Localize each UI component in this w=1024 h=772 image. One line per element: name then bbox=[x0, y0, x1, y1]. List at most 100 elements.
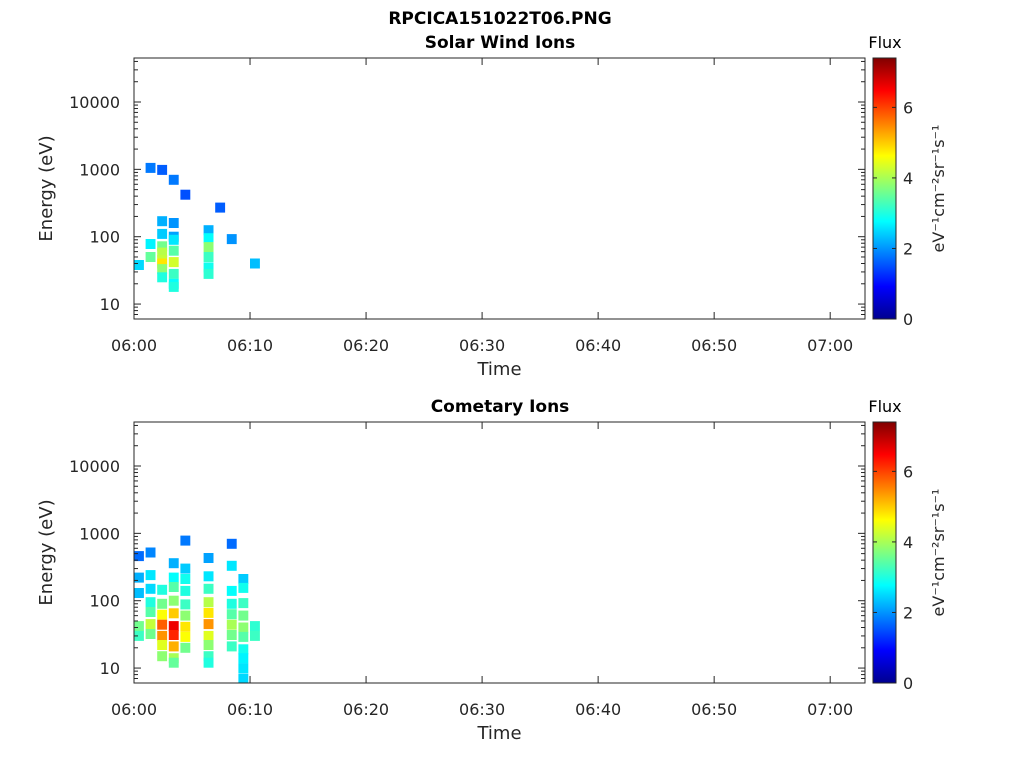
heatmap-cell bbox=[203, 268, 214, 279]
y-axis-label: Energy (eV) bbox=[36, 135, 57, 241]
y-tick-label: 10000 bbox=[69, 93, 120, 112]
heatmap-cell bbox=[168, 608, 179, 619]
heatmap-cell bbox=[157, 164, 168, 175]
x-axis-label: Time bbox=[476, 359, 521, 380]
heatmap-cell bbox=[226, 630, 237, 640]
plot-area bbox=[133, 421, 866, 684]
x-tick-label: 06:00 bbox=[111, 700, 157, 719]
panel-title: Cometary Ions bbox=[431, 397, 570, 417]
heatmap-cell bbox=[145, 239, 156, 249]
heatmap-cell bbox=[180, 621, 191, 632]
heatmap-cell bbox=[238, 673, 249, 684]
heatmap-cell bbox=[203, 607, 214, 618]
heatmap-cell bbox=[180, 535, 191, 546]
heatmap-cell bbox=[134, 551, 144, 562]
heatmap-cell bbox=[157, 228, 168, 239]
x-tick-label: 07:00 bbox=[807, 336, 853, 355]
heatmap-cell bbox=[168, 657, 179, 668]
heatmap-cell bbox=[157, 247, 168, 258]
heatmap-cell bbox=[238, 610, 249, 621]
heatmap-cell bbox=[203, 657, 214, 668]
heatmap-cell bbox=[203, 651, 214, 662]
heatmap-cell bbox=[168, 630, 179, 640]
heatmap-cell bbox=[168, 218, 179, 228]
heatmap-cell bbox=[203, 252, 214, 262]
y-tick-label: 1000 bbox=[79, 524, 120, 543]
x-tick-label: 06:20 bbox=[343, 336, 389, 355]
heatmap-cell bbox=[180, 189, 191, 200]
heatmap-cell bbox=[168, 595, 179, 606]
heatmap-cell bbox=[226, 585, 237, 596]
heatmap-cell bbox=[145, 252, 156, 262]
heatmap-cell bbox=[226, 609, 237, 620]
heatmap-cell bbox=[215, 202, 226, 213]
x-tick-label: 06:30 bbox=[459, 336, 505, 355]
x-tick-label: 06:00 bbox=[111, 336, 157, 355]
y-tick-label: 10 bbox=[100, 659, 120, 678]
heatmap-cell bbox=[238, 644, 249, 655]
heatmap-cell bbox=[134, 260, 144, 270]
y-tick-label: 100 bbox=[89, 228, 120, 247]
y-axis-label: Energy (eV) bbox=[36, 499, 57, 605]
heatmap-cell bbox=[226, 538, 237, 549]
heatmap-cell bbox=[168, 257, 179, 268]
heatmap-cell bbox=[168, 572, 179, 583]
plot-area bbox=[133, 57, 866, 320]
heatmap-cell bbox=[226, 560, 237, 571]
heatmap-cell bbox=[145, 629, 156, 639]
heatmap-cell bbox=[180, 585, 191, 596]
colorbar-unit-label: eV⁻¹cm⁻²sr⁻¹s⁻¹ bbox=[929, 125, 948, 253]
colorbar bbox=[872, 421, 897, 684]
heatmap-cell bbox=[168, 641, 179, 652]
heatmap-cell bbox=[203, 262, 214, 273]
heatmap-cell bbox=[180, 610, 191, 621]
colorbar-tick-label: 6 bbox=[903, 98, 913, 117]
colorbar-tick-label: 2 bbox=[903, 603, 913, 622]
colorbar-tick-label: 6 bbox=[903, 462, 913, 481]
x-tick-label: 06:10 bbox=[227, 336, 273, 355]
heatmap-cell bbox=[180, 599, 191, 610]
heatmap-cell bbox=[145, 162, 156, 173]
y-tick-label: 1000 bbox=[79, 160, 120, 179]
heatmap-cell bbox=[157, 241, 168, 252]
heatmap-cell bbox=[203, 583, 214, 594]
heatmap-cell bbox=[168, 268, 179, 279]
heatmap-cell bbox=[203, 233, 214, 244]
heatmap-cell bbox=[203, 242, 214, 253]
heatmap-cell bbox=[157, 584, 168, 595]
heatmap-cell bbox=[157, 619, 168, 630]
heatmap-cell bbox=[250, 630, 260, 641]
heatmap-cell bbox=[238, 653, 249, 664]
heatmap-cell bbox=[203, 571, 214, 582]
x-tick-label: 06:30 bbox=[459, 700, 505, 719]
heatmap-cell bbox=[168, 621, 179, 632]
heatmap-cell bbox=[203, 640, 214, 650]
heatmap-cell bbox=[157, 651, 168, 662]
y-tick-label: 10 bbox=[100, 295, 120, 314]
x-tick-label: 06:50 bbox=[691, 700, 737, 719]
y-tick-label: 100 bbox=[89, 592, 120, 611]
colorbar-title: Flux bbox=[868, 397, 901, 416]
heatmap-cell bbox=[168, 558, 179, 569]
heatmap-cell bbox=[226, 598, 237, 609]
heatmap-cell bbox=[250, 258, 260, 269]
heatmap-cell bbox=[134, 572, 144, 583]
heatmap-cell bbox=[250, 621, 260, 632]
y-tick-label: 10000 bbox=[69, 457, 120, 476]
heatmap-cell bbox=[134, 588, 144, 598]
colorbar-tick-label: 4 bbox=[903, 533, 913, 552]
heatmap-cell bbox=[145, 583, 156, 594]
heatmap-cell bbox=[238, 663, 249, 674]
heatmap-cell bbox=[180, 574, 191, 584]
heatmap-cell bbox=[157, 272, 168, 283]
heatmap-cell bbox=[145, 570, 156, 581]
heatmap-cell bbox=[157, 640, 168, 650]
heatmap-cell bbox=[157, 630, 168, 641]
colorbar-tick-label: 4 bbox=[903, 169, 913, 188]
heatmap-cell bbox=[145, 597, 156, 608]
colorbar-unit-label: eV⁻¹cm⁻²sr⁻¹s⁻¹ bbox=[929, 489, 948, 617]
heatmap-cell bbox=[157, 609, 168, 620]
heatmap-cell bbox=[180, 642, 191, 653]
heatmap-cell bbox=[145, 547, 156, 558]
